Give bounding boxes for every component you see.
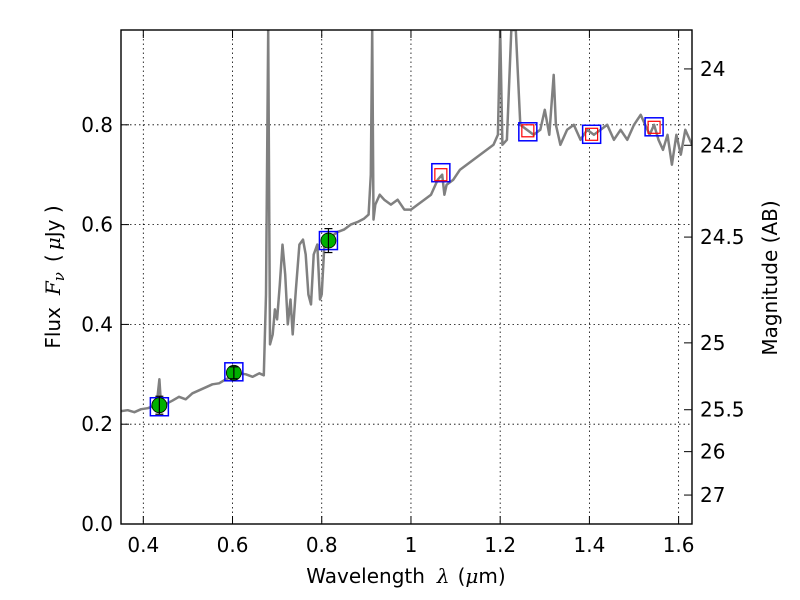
x-tick-label: 0.8	[306, 533, 338, 557]
photometry-markers	[149, 117, 664, 417]
x-tick-label: 1.6	[663, 533, 695, 557]
model-photometry-square	[644, 117, 664, 137]
model-photometry-square	[518, 122, 538, 142]
magnitude-tick-label: 25	[700, 331, 725, 355]
y-tick-label: 0.2	[81, 412, 113, 436]
x-tick-label: 1.2	[484, 533, 516, 557]
magnitude-tick-label: 24	[700, 57, 725, 81]
x-axis-label: Wavelength λ (μm)	[306, 564, 505, 588]
y-tick-label: 0.6	[81, 213, 113, 237]
magnitude-tick-label: 24.2	[700, 133, 745, 157]
magnitude-tick-label: 27	[700, 483, 725, 507]
y-axis-label: FluxFν(μJy )	[41, 205, 68, 348]
x-tick-label: 0.6	[217, 533, 249, 557]
grid-lines	[121, 30, 692, 524]
y-tick-label: 0.4	[81, 312, 113, 336]
model-photometry-square	[431, 162, 451, 183]
x-tick-label: 1.4	[573, 533, 605, 557]
model-photometry-square	[581, 124, 602, 145]
magnitude-tick-label: 26	[700, 440, 725, 464]
open-point-square	[647, 120, 661, 134]
x-tick-label: 1	[405, 533, 418, 557]
right-axis-label: Magnitude (AB)	[758, 200, 782, 355]
x-tick-label: 0.4	[127, 533, 159, 557]
magnitude-tick-label: 24.5	[700, 225, 745, 249]
y-tick-label: 0.8	[81, 113, 113, 137]
open-point-square	[521, 124, 535, 138]
magnitude-tick-label: 25.5	[700, 398, 745, 422]
y-tick-label: 0.0	[81, 512, 113, 536]
open-point-square	[434, 168, 448, 182]
model-photometry-square	[224, 362, 244, 382]
plot-frame	[120, 29, 693, 525]
axis-ticks: 0.4 0.6 0.8 1 1.2 1.4 1.6 0.0 0.2 0.4 0.6 0.8 24 24.2…	[81, 30, 745, 557]
open-point-square	[585, 127, 599, 141]
